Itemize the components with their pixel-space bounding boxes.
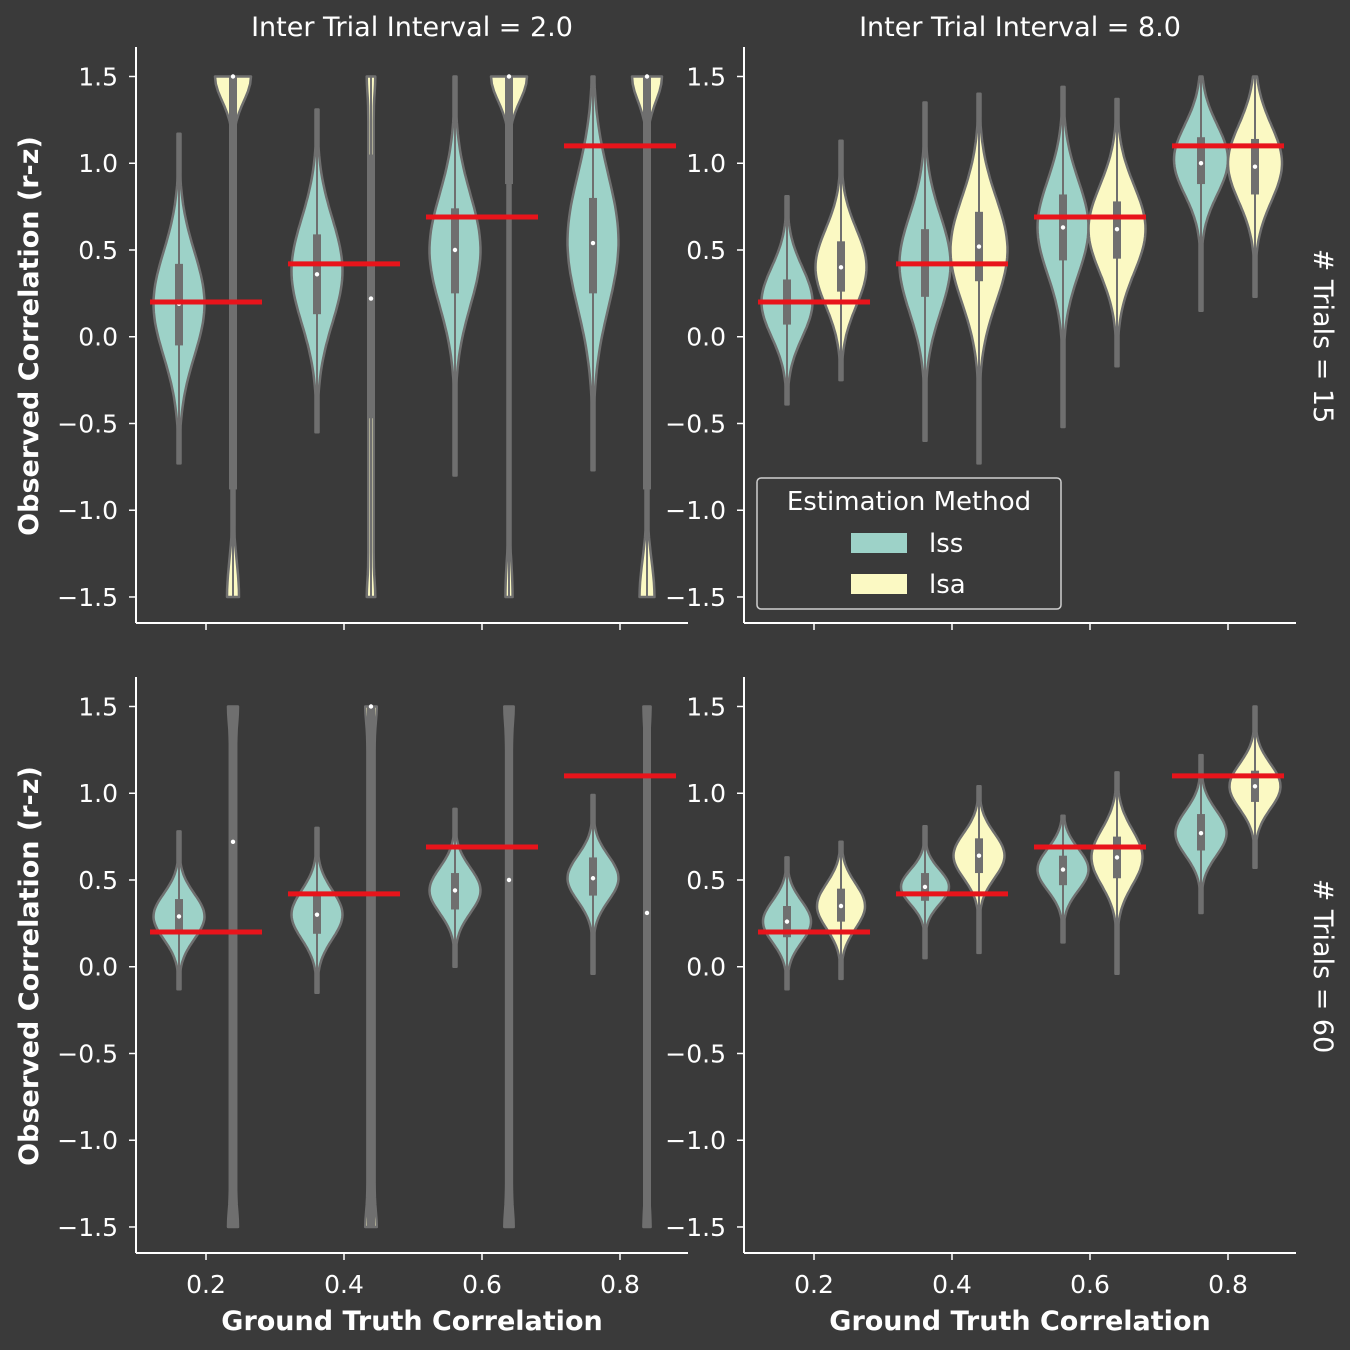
violin-median: [644, 74, 650, 79]
y-tick-label: −1.0: [57, 1126, 118, 1155]
y-tick-label: −1.5: [665, 583, 726, 612]
y-tick-label: −0.5: [665, 409, 726, 438]
legend-frame: [756, 477, 1062, 610]
legend-label-lsa: lsa: [929, 570, 966, 600]
violin-median: [506, 877, 512, 883]
violin-median: [976, 853, 982, 858]
y-tick-label: 1.0: [686, 779, 726, 808]
violin-median: [644, 910, 650, 916]
y-tick-label: 1.0: [686, 149, 726, 178]
legend-swatch-lss: [851, 533, 907, 553]
legend-title: Estimation Method: [787, 487, 1031, 517]
y-axis-label-bottom: Observed Correlation (r-z): [14, 766, 45, 1166]
violin-median: [784, 919, 790, 924]
violin-median: [1198, 161, 1204, 166]
violin-median: [506, 74, 512, 79]
violin-median: [368, 704, 374, 709]
col-title-iti-2: Inter Trial Interval = 2.0: [251, 12, 573, 43]
x-tick-label: 0.4: [932, 1270, 972, 1299]
violin-median: [838, 903, 844, 909]
y-tick-label: −1.0: [665, 1126, 726, 1155]
panel-1: −1.5 −1.0 −0.5 0.0 0.5 1.0 1.5: [57, 47, 688, 630]
x-tick-label: 0.8: [1208, 1270, 1248, 1299]
violin-median: [1252, 784, 1258, 789]
y-tick-label: −0.5: [57, 409, 118, 438]
y-tick-label: −1.5: [665, 1213, 726, 1242]
violin-box: [229, 76, 237, 490]
x-axis-label-right: Ground Truth Correlation: [829, 1306, 1210, 1337]
x-tick-label: 0.8: [600, 1270, 640, 1299]
violin-median: [1114, 226, 1120, 232]
violin-box: [643, 76, 651, 490]
violin-median: [452, 247, 458, 253]
violin-median: [314, 272, 320, 277]
y-tick-label: 1.5: [686, 62, 726, 91]
x-tick-label: 0.6: [1070, 1270, 1110, 1299]
violin-box: [367, 154, 375, 419]
row-title-trials-60: # Trials = 60: [1307, 879, 1338, 1054]
violin-box: [1197, 137, 1205, 185]
legend: Estimation Method lss lsa: [756, 477, 1062, 610]
violin-box: [229, 706, 237, 1227]
panel-2: −1.5 −1.0 −0.5 0.0 0.5 1.0 1.5: [665, 47, 1296, 630]
violin-median: [176, 914, 182, 919]
violin-median: [838, 265, 844, 270]
legend-swatch-lsa: [851, 574, 907, 594]
violin-box: [505, 706, 513, 1227]
violin-box: [589, 197, 597, 294]
y-tick-label: 1.5: [686, 692, 726, 721]
violin-box: [367, 706, 375, 1227]
legend-label-lss: lss: [929, 529, 963, 559]
violin-median: [452, 888, 458, 893]
y-axis-label-top: Observed Correlation (r-z): [14, 136, 45, 536]
y-tick-label: 1.0: [78, 149, 118, 178]
x-tick-label: 0.2: [186, 1270, 226, 1299]
violin-median: [976, 244, 982, 249]
violin-median: [368, 296, 374, 301]
violin-median: [1198, 830, 1204, 836]
violin-median: [590, 240, 596, 246]
y-tick-label: 0.5: [78, 866, 118, 895]
y-tick-label: 0.5: [686, 236, 726, 265]
violin-median: [1252, 164, 1258, 169]
violin-median: [230, 74, 236, 79]
violin-median: [922, 884, 928, 890]
panel-4: −1.5 −1.0 −0.5 0.0 0.5 1.0 1.5 0.2 0.4 0.6 0.8: [665, 677, 1296, 1299]
panels: −1.5 −1.0 −0.5 0.0 0.5 1.0 1.5 −1.5 −1.0 −0.5 0.0 0…: [57, 47, 1296, 1299]
violin-median: [590, 876, 596, 881]
y-tick-label: 1.5: [78, 692, 118, 721]
violin-median: [1060, 867, 1066, 872]
y-tick-label: 0.0: [686, 323, 726, 352]
x-tick-label: 0.6: [462, 1270, 502, 1299]
violin-median: [230, 839, 236, 845]
y-tick-label: 0.0: [78, 953, 118, 982]
col-title-iti-8: Inter Trial Interval = 8.0: [859, 12, 1181, 43]
violin-median: [1114, 855, 1120, 860]
x-tick-label: 0.2: [794, 1270, 834, 1299]
y-tick-label: 0.5: [78, 236, 118, 265]
row-title-trials-15: # Trials = 15: [1307, 249, 1338, 424]
y-tick-label: 0.5: [686, 866, 726, 895]
y-tick-label: −1.0: [665, 496, 726, 525]
violin-median: [1060, 225, 1066, 230]
y-tick-label: 1.5: [78, 62, 118, 91]
panel-3: −1.5 −1.0 −0.5 0.0 0.5 1.0 1.5 0.2 0.4 0.6 0.8: [57, 677, 688, 1299]
violin-box: [505, 76, 513, 185]
y-tick-label: −0.5: [57, 1039, 118, 1068]
y-tick-label: −1.0: [57, 496, 118, 525]
x-tick-label: 0.4: [324, 1270, 364, 1299]
y-tick-label: −1.5: [57, 583, 118, 612]
y-tick-label: −0.5: [665, 1039, 726, 1068]
y-tick-label: −1.5: [57, 1213, 118, 1242]
y-tick-label: 0.0: [78, 323, 118, 352]
violin-box: [643, 706, 651, 1227]
y-tick-label: 0.0: [686, 953, 726, 982]
y-tick-label: 1.0: [78, 779, 118, 808]
x-axis-label-left: Ground Truth Correlation: [221, 1306, 602, 1337]
violin-median: [314, 912, 320, 917]
